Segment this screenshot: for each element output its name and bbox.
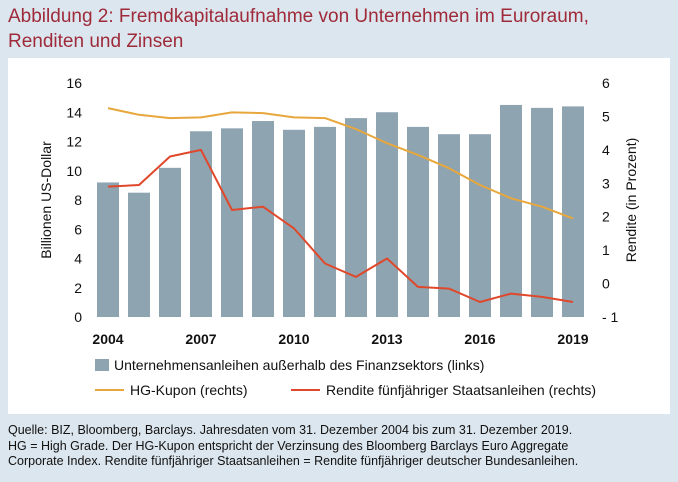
right-axis-title: Rendite (in Prozent)	[623, 138, 639, 263]
bar-2014	[407, 126, 429, 317]
right-tick-label: 3	[602, 175, 610, 191]
left-tick-label: 12	[66, 134, 82, 150]
bar-2011	[314, 126, 336, 317]
bar-2010	[283, 129, 305, 317]
x-tick-label: 2010	[278, 331, 309, 347]
bar-2016	[469, 134, 491, 317]
legend-bar-label: Unternehmensanleihen außerhalb des Finan…	[114, 357, 484, 373]
bar-2008	[221, 128, 243, 317]
bar-2018	[531, 107, 553, 317]
source-note: Quelle: BIZ, Bloomberg, Barclays. Jahres…	[8, 423, 672, 470]
x-tick-label: 2007	[185, 331, 216, 347]
left-tick-label: 14	[66, 104, 82, 120]
source-line-3: Corporate Index. Rendite fünfjähriger St…	[8, 454, 579, 468]
bar-2007	[190, 131, 212, 317]
left-tick-label: 0	[74, 309, 82, 325]
right-tick-label: - 1	[602, 309, 619, 325]
legend-hg-label: HG-Kupon (rechts)	[130, 382, 247, 398]
bar-2005	[128, 192, 150, 317]
figure-title: Abbildung 2: Fremdkapitalaufnahme von Un…	[8, 4, 668, 54]
bar-2013	[376, 112, 398, 317]
bar-2017	[500, 104, 522, 317]
left-tick-label: 2	[74, 280, 82, 296]
source-line-1: Quelle: BIZ, Bloomberg, Barclays. Jahres…	[8, 423, 573, 437]
left-tick-label: 8	[74, 192, 82, 208]
left-tick-label: 6	[74, 221, 82, 237]
chart-panel: 0 2 4 6 8 10 12 14 16- 1 0 1 2 3 4 5 6 2004 2007 2010 2013 2…	[8, 58, 670, 414]
left-tick-label: 10	[66, 163, 82, 179]
legend-rendite-label: Rendite fünfjähriger Staatsanleihen (rec…	[326, 382, 596, 398]
rendite-line	[107, 148, 574, 303]
left-axis-title: Billionen US-Dollar	[38, 141, 54, 259]
left-tick-label: 16	[66, 75, 82, 91]
bar-2019	[562, 106, 584, 318]
bar-2015	[438, 134, 460, 317]
bar-2012	[345, 118, 367, 317]
right-tick-label: 2	[602, 209, 610, 225]
x-tick-label: 2019	[557, 331, 588, 347]
bar-2004	[97, 182, 119, 317]
left-tick-label: 4	[74, 251, 82, 267]
right-tick-label: 0	[602, 276, 610, 292]
figure-title-line-2: Renditen und Zinsen	[8, 31, 184, 52]
x-tick-label: 2013	[371, 331, 402, 347]
right-tick-label: 5	[602, 108, 610, 124]
source-line-2: HG = High Grade. Der HG-Kupon entspricht…	[8, 438, 569, 453]
x-tick-label: 2016	[464, 331, 495, 347]
right-tick-label: 4	[602, 142, 610, 158]
x-tick-label: 2004	[92, 331, 123, 347]
hg-kupon-line	[107, 107, 574, 220]
bar-2009	[252, 121, 274, 318]
figure-title-line-1: Abbildung 2: Fremdkapitalaufnahme von Un…	[8, 6, 589, 27]
legend-bar-swatch	[95, 359, 109, 371]
bar-2006	[159, 167, 181, 317]
right-tick-label: 1	[602, 242, 610, 258]
right-tick-label: 6	[602, 75, 610, 91]
